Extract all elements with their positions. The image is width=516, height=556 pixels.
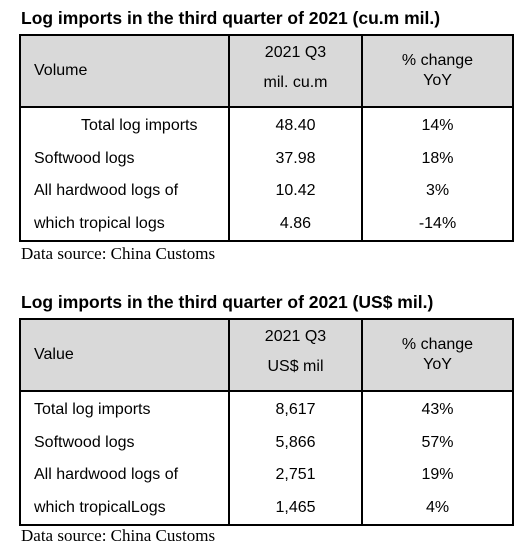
table-row: All hardwood logs of 2,751 19%	[19, 459, 514, 492]
table1-source: Data source: China Customs	[21, 244, 216, 263]
row-change: -14%	[361, 207, 514, 242]
row-label: Total log imports	[19, 107, 230, 143]
table2-source: Data source: China Customs	[21, 526, 216, 545]
table-row: Softwood logs 5,866 57%	[19, 426, 514, 459]
row-change: 18%	[361, 142, 514, 175]
row-label: which tropicalLogs	[19, 491, 230, 526]
volume-table: Volume 2021 Q3 mil. cu.m % change YoY To…	[19, 34, 514, 242]
row-value: 4.86	[228, 207, 363, 242]
table-row: which tropical logs 4.86 -14%	[19, 207, 514, 242]
row-value: 10.42	[228, 175, 363, 208]
header-period: 2021 Q3 mil. cu.m	[228, 34, 363, 108]
row-label: Softwood logs	[19, 426, 230, 459]
row-change: 43%	[361, 391, 514, 427]
row-value: 5,866	[228, 426, 363, 459]
header-change-line2: YoY	[423, 72, 452, 89]
header-change-line1: % change	[401, 336, 474, 353]
row-change: 57%	[361, 426, 514, 459]
table2-title: Log imports in the third quarter of 2021…	[21, 292, 434, 312]
table-row: Softwood logs 37.98 18%	[19, 142, 514, 175]
row-value: 37.98	[228, 142, 363, 175]
table-row: Total log imports 48.40 14%	[19, 107, 514, 143]
row-change: 14%	[361, 107, 514, 143]
table-row: All hardwood logs of 10.42 3%	[19, 175, 514, 208]
header-period-line2: mil. cu.m	[263, 74, 328, 91]
row-value: 48.40	[228, 107, 363, 143]
row-change: 4%	[361, 491, 514, 526]
row-label: which tropical logs	[19, 207, 230, 242]
header-change: % change YoY	[361, 318, 514, 392]
row-value: 2,751	[228, 459, 363, 492]
row-change: 19%	[361, 459, 514, 492]
table-header-row: Value 2021 Q3 US$ mil % change YoY	[19, 318, 514, 392]
header-value: Value	[19, 318, 230, 392]
table-header-row: Volume 2021 Q3 mil. cu.m % change YoY	[19, 34, 514, 108]
header-change: % change YoY	[361, 34, 514, 108]
header-period: 2021 Q3 US$ mil	[228, 318, 363, 392]
header-change-line1: % change	[401, 52, 474, 69]
row-change: 3%	[361, 175, 514, 208]
header-period-line2: US$ mil	[267, 358, 324, 375]
header-change-line2: YoY	[423, 356, 452, 373]
header-period-line1: 2021 Q3	[264, 328, 327, 345]
row-label: All hardwood logs of	[19, 459, 230, 492]
row-label: All hardwood logs of	[19, 175, 230, 208]
table-row: which tropicalLogs 1,465 4%	[19, 491, 514, 526]
header-period-line1: 2021 Q3	[264, 44, 327, 61]
value-table: Value 2021 Q3 US$ mil % change YoY Total…	[19, 318, 514, 526]
row-value: 1,465	[228, 491, 363, 526]
header-volume: Volume	[19, 34, 230, 108]
row-label: Softwood logs	[19, 142, 230, 175]
table-row: Total log imports 8,617 43%	[19, 391, 514, 427]
row-label: Total log imports	[19, 391, 230, 427]
row-value: 8,617	[228, 391, 363, 427]
table1-title: Log imports in the third quarter of 2021…	[21, 8, 441, 28]
